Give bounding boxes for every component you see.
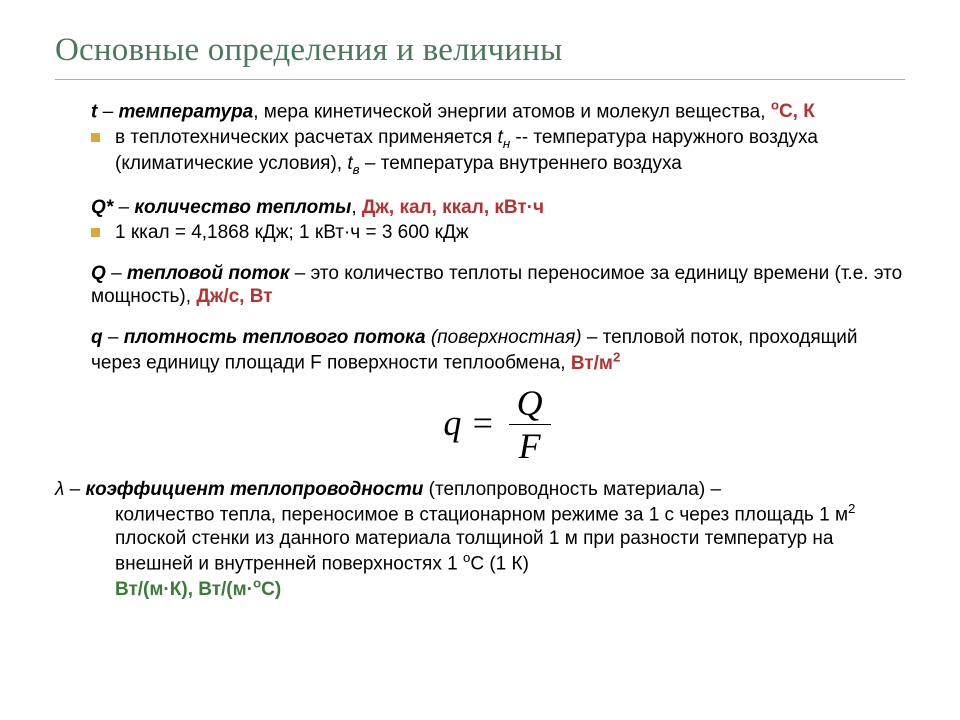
sym-tn: tн [498,127,511,148]
t-bullet-1: в теплотехнических расчетах применяется … [91,126,905,178]
definition-t: t – температура, мера кинетической энерг… [91,98,905,178]
sym-t: t [91,101,97,122]
t-b1-a: в теплотехнических расчетах применяется [115,127,498,148]
title-rule [55,79,905,80]
lambda-unit-line: Вт/(м·К), Вт/(м·оС) [55,575,905,601]
term-temperature: температура [118,101,253,122]
lambda-rest3: С (1 К) [470,553,529,574]
qstar-rest: , [351,197,362,218]
lambda-unit: Вт/(м·К), Вт/(м·оС) [115,579,281,600]
qd-paren: (поверхностная) [426,327,582,348]
definition-qd-line: q – плотность теплового потока (поверхно… [91,326,905,375]
lambda-cont: количество тепла, переносимое в стациона… [55,501,905,575]
sym-tv: tв [347,153,359,174]
lambda-paren: (теплопроводность материала) [423,479,710,500]
slide: Основные определения и величины t – темп… [0,0,960,720]
dash: – [108,327,124,348]
definition-qstar-line: Q* – количество теплоты, Дж, кал, ккал, … [91,196,905,219]
eq-lhs: q = [443,402,494,446]
lambda-sup2: 2 [848,501,855,516]
sym-q: Q [91,263,106,284]
eq-frac: Q F [507,385,553,464]
term-heat-qty: количество теплоты [134,197,351,218]
term-heat-density: плотность теплового потока [124,327,426,348]
definition-q: Q – тепловой поток – это количество тепл… [91,262,905,308]
eq-den: F [509,424,551,464]
sym-lambda: λ [55,479,64,500]
lambda-rest1: количество тепла, переносимое в стациона… [115,504,848,525]
t-rest: , мера кинетической энергии атомов и мол… [253,101,771,122]
qstar-bullet-text: 1 ккал = 4,1868 кДж; 1 кВт·ч = 3 600 кДж [115,222,469,243]
qstar-bullet: 1 ккал = 4,1868 кДж; 1 кВт·ч = 3 600 кДж [91,221,905,244]
term-heat-flow: тепловой поток [127,263,290,284]
content-area: t – температура, мера кинетической энерг… [55,98,905,601]
lambda-line1: λ – коэффициент теплопроводности (теплоп… [55,478,905,501]
slide-title: Основные определения и величины [55,32,905,69]
qstar-unit: Дж, кал, ккал, кВт·ч [362,197,544,218]
eq-num: Q [507,385,553,424]
lambda-rest-start: – [710,479,721,500]
definition-qstar: Q* – количество теплоты, Дж, кал, ккал, … [91,196,905,244]
definition-q-line: Q – тепловой поток – это количество тепл… [91,262,905,308]
qd-unit: Вт/м2 [571,353,621,374]
equation-q: q = Q F [91,385,905,464]
definition-t-line: t – температура, мера кинетической энерг… [91,98,905,124]
equation-inline: q = Q F [443,385,552,464]
sym-qd: q [91,327,103,348]
definition-q-density: q – плотность теплового потока (поверхно… [91,326,905,375]
dash: – [118,197,134,218]
q-unit: Дж/с, Вт [196,286,272,307]
dash: – [103,101,119,122]
t-unit: оС, К [771,101,815,122]
dash: – [70,479,86,500]
sym-qstar: Q* [91,197,113,218]
definition-lambda: λ – коэффициент теплопроводности (теплоп… [55,478,905,601]
term-conductivity: коэффициент теплопроводности [86,479,424,500]
t-b1-c: – температура внутреннего воздуха [360,153,682,174]
dash: – [111,263,127,284]
